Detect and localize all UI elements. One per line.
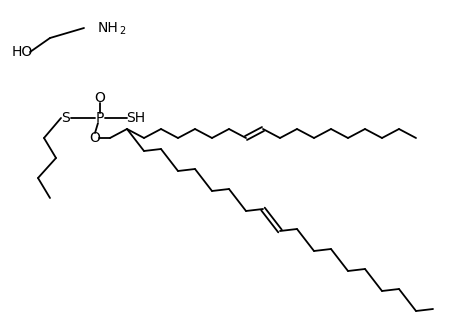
- Text: O: O: [90, 131, 100, 145]
- Text: SH: SH: [126, 111, 145, 125]
- Text: HO: HO: [11, 45, 32, 59]
- Text: O: O: [94, 91, 105, 105]
- Text: P: P: [96, 111, 104, 125]
- Text: S: S: [62, 111, 70, 125]
- Text: 2: 2: [119, 26, 125, 36]
- Text: NH: NH: [98, 21, 118, 35]
